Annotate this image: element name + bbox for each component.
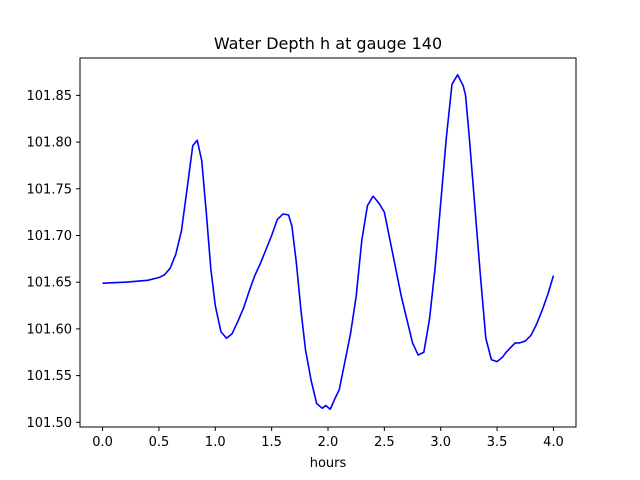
x-tick-label: 0.0 [92,435,113,450]
x-tick-label: 4.0 [543,435,564,450]
y-tick-label: 101.80 [27,136,73,151]
y-tick-label: 101.65 [27,276,73,291]
x-tick-label: 1.0 [205,435,226,450]
x-tick-label: 0.5 [149,435,170,450]
series-line [102,74,555,411]
y-tick-label: 101.75 [27,182,73,197]
y-tick-label: 101.85 [27,89,73,104]
y-tick-label: 101.50 [27,416,73,431]
x-tick-label: 2.5 [374,435,395,450]
x-tick-label: 3.5 [487,435,508,450]
x-tick-label: 1.5 [261,435,282,450]
chart-title: Water Depth h at gauge 140 [214,34,442,53]
y-tick-label: 101.70 [27,229,73,244]
x-tick-label: 2.0 [318,435,339,450]
plot-area: 0.0 0.5 1.0 1.5 2.0 2.5 3.0 3.5 4.0 101.50 101.55 1… [27,57,577,450]
x-tick-label: 3.0 [430,435,451,450]
x-axis-label: hours [310,456,347,471]
y-tick-label: 101.55 [27,369,73,384]
y-tick-label: 101.60 [27,322,73,337]
